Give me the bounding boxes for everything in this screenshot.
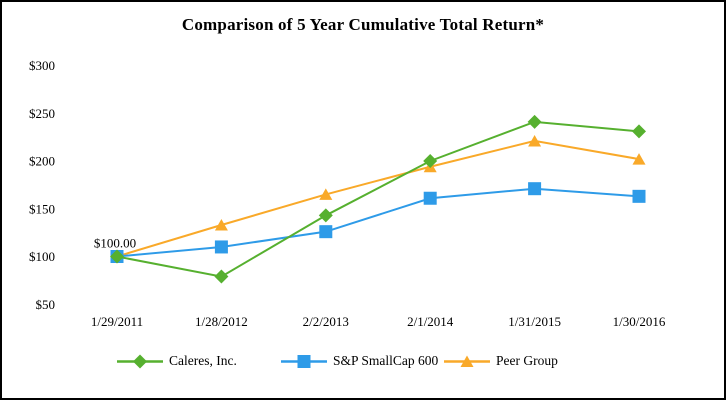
x-axis-tick-label: 1/31/2015 [508, 314, 561, 329]
legend-label: Peer Group [496, 353, 558, 368]
caleres-inc-marker [632, 124, 646, 139]
y-axis-tick-label: $50 [36, 297, 56, 312]
caleres-inc-diamond-icon [117, 354, 163, 368]
legend-item-caleres-inc: Caleres, Inc. [117, 353, 237, 369]
caleres-inc-marker [527, 114, 542, 129]
s-p-smallcap-600-marker [632, 189, 646, 203]
peer-group-marker [214, 218, 228, 231]
x-axis-tick-label: 1/28/2012 [195, 314, 248, 329]
s-p-smallcap-600-square-icon [281, 354, 327, 368]
peer-group-triangle-icon [444, 355, 490, 367]
x-axis-tick-label: 1/29/2011 [91, 314, 143, 329]
legend-item-s-p-smallcap-600: S&P SmallCap 600 [281, 353, 438, 369]
series-caleres-inc [110, 114, 646, 284]
caleres-inc-marker [423, 154, 438, 168]
peer-group-marker [632, 153, 646, 165]
x-axis-tick-label: 1/30/2016 [613, 314, 666, 329]
peer-group-marker [528, 134, 542, 147]
caleres-inc-marker [214, 269, 229, 284]
legend-label: Caleres, Inc. [169, 353, 237, 368]
s-p-smallcap-600-line [116, 187, 640, 258]
x-axis-tick-label: 2/2/2013 [303, 314, 349, 329]
x-axis-tick-label: 2/1/2014 [407, 314, 454, 329]
start-value-annotation: $100.00 [94, 236, 136, 251]
s-p-smallcap-600-marker [423, 191, 437, 205]
caleres-inc-marker [110, 249, 124, 264]
y-axis-tick-label: $250 [29, 106, 55, 121]
y-axis-tick-label: $200 [29, 154, 55, 169]
s-p-smallcap-600-marker [319, 225, 333, 239]
legend-label: S&P SmallCap 600 [333, 353, 439, 368]
y-axis-tick-label: $300 [29, 58, 55, 73]
caleres-inc-line [116, 120, 640, 278]
y-axis-tick-label: $100 [29, 249, 55, 264]
legend-item-peer-group: Peer Group [444, 353, 558, 369]
chart-title: Comparison of 5 Year Cumulative Total Re… [181, 15, 545, 34]
s-p-smallcap-600-marker [214, 240, 228, 254]
s-p-smallcap-600-marker [528, 182, 542, 196]
peer-group-line [116, 139, 640, 258]
caleres-inc-marker [318, 208, 333, 223]
y-axis-tick-label: $150 [29, 201, 55, 216]
peer-group-marker [319, 188, 333, 200]
